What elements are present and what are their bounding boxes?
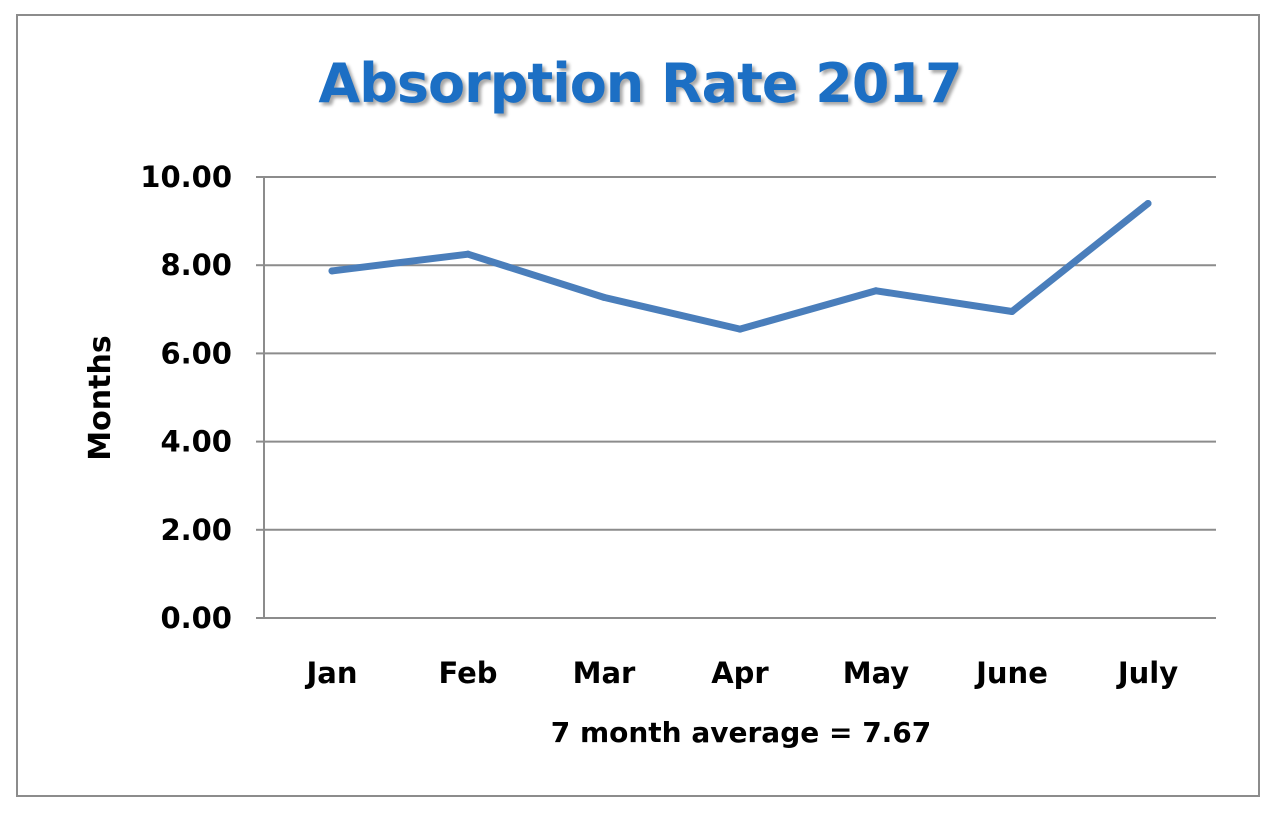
x-tick-labels: Jan Feb Mar Apr May June July (304, 656, 1178, 690)
x-tick-label: Jan (304, 656, 357, 690)
gridlines (264, 176, 1216, 531)
y-tick-label: 6.00 (160, 336, 232, 370)
series-line (328, 199, 1152, 333)
data-point (600, 293, 608, 301)
data-point (328, 267, 336, 275)
data-point (872, 287, 880, 295)
data-point (1144, 199, 1152, 207)
y-tick-label: 10.00 (140, 160, 232, 194)
chart-title: Absorption Rate 2017 (318, 52, 962, 115)
y-tick-label: 8.00 (160, 248, 232, 282)
x-tick-label: Mar (573, 656, 636, 690)
y-axis-title: Months (83, 335, 118, 460)
y-tick-label: 0.00 (160, 601, 232, 635)
data-point (464, 250, 472, 258)
data-point (1008, 308, 1016, 316)
x-tick-label: June (974, 656, 1048, 690)
x-tick-label: Feb (438, 656, 497, 690)
x-tick-label: Apr (711, 656, 769, 690)
axes (256, 176, 1216, 619)
y-tick-label: 2.00 (160, 513, 232, 547)
series-lines (328, 199, 1152, 333)
chart-frame (16, 14, 1260, 797)
x-axis-note: 7 month average = 7.67 (551, 716, 932, 749)
data-point (736, 325, 744, 333)
y-tick-label: 4.00 (160, 425, 232, 459)
x-tick-label: July (1116, 656, 1178, 690)
x-tick-label: May (843, 656, 910, 690)
y-tick-labels: 0.00 2.00 4.00 6.00 8.00 10.00 (140, 160, 232, 635)
